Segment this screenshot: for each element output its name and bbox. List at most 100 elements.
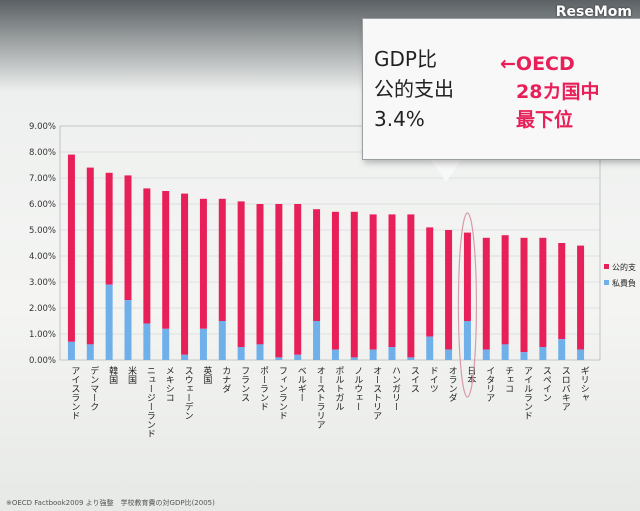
bar-private-16 bbox=[369, 349, 377, 360]
callout-highlight-2: 28カ国中 bbox=[516, 81, 600, 103]
plot-frame bbox=[59, 125, 601, 361]
callout-highlight: ←OECD 28カ国中 最下位 bbox=[500, 50, 599, 134]
bar-private-25 bbox=[539, 347, 547, 360]
x-tick-label: スウェーデン bbox=[183, 366, 194, 420]
x-tick-label: オーストリア bbox=[371, 366, 382, 420]
callout-line-1: GDP比 bbox=[374, 47, 437, 71]
y-tick-label: 2.00% bbox=[29, 304, 56, 314]
x-tick-label: オランダ bbox=[447, 366, 458, 402]
bar-private-13 bbox=[313, 321, 321, 360]
bar-public-5 bbox=[162, 191, 170, 329]
bar-private-14 bbox=[331, 349, 339, 360]
x-tick-label: 米国 bbox=[126, 365, 137, 385]
y-tick-label: 7.00% bbox=[29, 174, 56, 184]
x-tick-label: 日本 bbox=[465, 366, 476, 385]
x-tick-label: ギリシャ bbox=[579, 366, 590, 402]
callout-highlight-3: 最下位 bbox=[516, 109, 574, 131]
bar-public-22 bbox=[482, 237, 490, 350]
x-tick-label: ハンガリー bbox=[390, 366, 401, 411]
bar-private-6 bbox=[181, 354, 189, 360]
y-tick-label: 4.00% bbox=[29, 252, 56, 262]
bar-public-27 bbox=[577, 245, 585, 350]
bar-public-20 bbox=[445, 230, 453, 350]
bar-private-5 bbox=[162, 328, 170, 360]
bar-public-11 bbox=[275, 204, 283, 358]
x-tick-label: スロバキア bbox=[560, 366, 571, 411]
bar-private-23 bbox=[501, 344, 509, 360]
bar-public-25 bbox=[539, 237, 547, 347]
bar-public-19 bbox=[426, 227, 434, 337]
watermark-logo: ReseMom bbox=[555, 4, 632, 20]
y-tick-label: 8.00% bbox=[29, 148, 56, 158]
x-tick-label: デンマーク bbox=[88, 365, 99, 411]
legend-label-0: 公的支 bbox=[612, 262, 636, 272]
bar-public-17 bbox=[388, 214, 396, 347]
x-tick-label: スイス bbox=[409, 366, 420, 393]
x-tick-label: オーストラリア bbox=[315, 366, 326, 429]
bar-public-18 bbox=[407, 214, 415, 358]
bar-public-12 bbox=[294, 204, 302, 355]
callout-box bbox=[362, 18, 640, 160]
x-tick-label: カナダ bbox=[220, 366, 231, 393]
bar-private-21 bbox=[463, 321, 471, 360]
y-tick-label: 9.00% bbox=[29, 122, 56, 132]
x-tick-label: 英国 bbox=[201, 365, 212, 385]
y-tick-label: 3.00% bbox=[29, 278, 56, 288]
x-tick-label: メキシコ bbox=[164, 366, 174, 402]
bar-public-13 bbox=[313, 209, 321, 321]
footnote: ※OECD Factbook2009 より強整 学校教育費の対GDP比(2005… bbox=[6, 499, 215, 507]
x-tick-label: ドイツ bbox=[428, 366, 439, 393]
bar-public-8 bbox=[218, 198, 226, 321]
bar-public-3 bbox=[124, 175, 132, 301]
bar-private-18 bbox=[407, 357, 415, 360]
legend-label-1: 私費負 bbox=[612, 278, 636, 288]
bar-public-10 bbox=[256, 204, 264, 345]
callout-text: GDP比 公的支出 3.4% bbox=[374, 44, 454, 134]
x-tick-label: ポルトガル bbox=[333, 366, 344, 411]
bar-private-2 bbox=[105, 284, 113, 360]
bar-private-9 bbox=[237, 347, 245, 360]
bar-private-12 bbox=[294, 354, 302, 360]
bar-private-27 bbox=[577, 349, 585, 360]
x-tick-label: フィンランド bbox=[277, 366, 287, 420]
bar-public-24 bbox=[520, 237, 528, 353]
bar-private-0 bbox=[67, 341, 75, 360]
y-tick-label: 0.00% bbox=[29, 356, 56, 366]
x-tick-label: イタリア bbox=[484, 366, 495, 402]
y-tick-label: 5.00% bbox=[29, 226, 56, 236]
bar-public-26 bbox=[558, 243, 566, 340]
x-tick-label: ニュージーランド bbox=[145, 366, 156, 438]
x-tick-label: ノルウェー bbox=[352, 366, 363, 411]
bar-public-14 bbox=[331, 211, 339, 350]
x-tick-label: 韓国 bbox=[107, 366, 118, 385]
x-tick-label: アイルランド bbox=[522, 366, 533, 420]
bar-public-2 bbox=[105, 172, 113, 285]
callout-line-3: 3.4% bbox=[374, 107, 425, 131]
bar-public-16 bbox=[369, 214, 377, 350]
x-tick-label: ベルギー bbox=[296, 366, 307, 402]
legend-swatch-1 bbox=[604, 280, 609, 285]
x-tick-label: アイスランド bbox=[69, 366, 80, 420]
bar-private-8 bbox=[218, 321, 226, 360]
x-tick-label: チェコ bbox=[503, 366, 513, 393]
bar-public-6 bbox=[181, 193, 189, 355]
bar-private-1 bbox=[86, 344, 94, 360]
bar-public-9 bbox=[237, 201, 245, 347]
bar-public-0 bbox=[67, 154, 75, 342]
bar-private-3 bbox=[124, 300, 132, 360]
y-tick-label: 6.00% bbox=[29, 200, 56, 210]
bar-private-19 bbox=[426, 336, 434, 360]
y-tick-label: 1.00% bbox=[29, 330, 56, 340]
bar-private-7 bbox=[199, 328, 207, 360]
bar-private-15 bbox=[350, 357, 358, 360]
x-tick-label: フランス bbox=[239, 366, 249, 402]
legend-swatch-0 bbox=[604, 264, 609, 269]
bar-private-24 bbox=[520, 352, 528, 360]
callout-highlight-1: ←OECD bbox=[500, 53, 575, 75]
bar-private-22 bbox=[482, 349, 490, 360]
bar-private-20 bbox=[445, 349, 453, 360]
bar-public-7 bbox=[199, 198, 207, 329]
bar-private-17 bbox=[388, 347, 396, 360]
x-tick-label: スペイン bbox=[541, 366, 552, 402]
